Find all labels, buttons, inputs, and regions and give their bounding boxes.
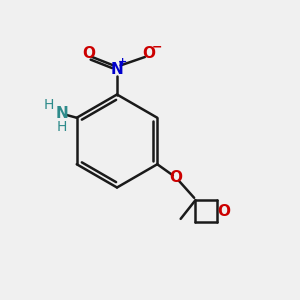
Text: O: O	[169, 170, 182, 185]
Text: O: O	[82, 46, 95, 61]
Text: H: H	[44, 98, 54, 112]
Text: +: +	[118, 56, 127, 67]
Text: N: N	[56, 106, 68, 121]
Text: O: O	[142, 46, 155, 61]
Text: H: H	[56, 120, 67, 134]
Text: −: −	[152, 40, 162, 53]
Text: O: O	[217, 203, 230, 218]
Text: N: N	[111, 61, 123, 76]
